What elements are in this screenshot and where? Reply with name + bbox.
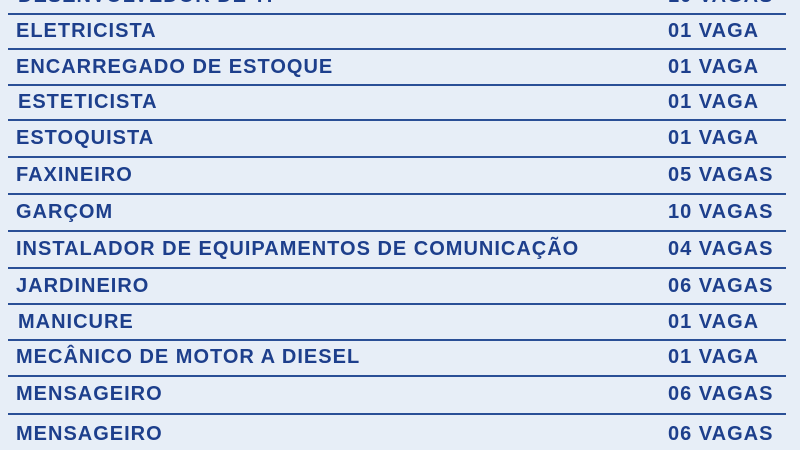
job-title: FAXINEIRO (16, 164, 133, 186)
vacancies: 01 VAGA (668, 20, 760, 42)
row-divider (8, 230, 786, 232)
job-title: INSTALADOR DE EQUIPAMENTOS DE COMUNICAÇÃ… (16, 238, 580, 260)
row-divider (8, 375, 786, 377)
vacancies: 01 VAGA (668, 56, 760, 78)
job-title: MENSAGEIRO (16, 423, 163, 445)
job-title: ESTOQUISTA (16, 127, 155, 149)
job-title: ESTETICISTA (18, 91, 158, 113)
row-divider (8, 267, 786, 269)
job-title: ELETRICISTA (16, 20, 157, 42)
vacancies: 04 VAGAS (668, 238, 774, 260)
vacancies: 06 VAGAS (668, 383, 774, 405)
job-title: MANICURE (18, 311, 134, 333)
row-divider (8, 413, 786, 415)
row-divider (8, 13, 786, 15)
row-divider (8, 193, 786, 195)
row-divider (8, 84, 786, 86)
vacancies: 01 VAGA (668, 91, 760, 113)
vacancies: 01 VAGA (668, 127, 760, 149)
vacancies: 01 VAGA (668, 346, 760, 368)
job-title: MECÂNICO DE MOTOR A DIESEL (16, 346, 361, 368)
job-title: MENSAGEIRO (16, 383, 163, 405)
row-divider (8, 48, 786, 50)
vacancies: 06 VAGAS (668, 423, 774, 445)
vacancies: 01 VAGA (668, 311, 760, 333)
vacancies: 10 VAGAS (668, 0, 773, 8)
vacancies: 06 VAGAS (668, 275, 774, 297)
vacancies: 10 VAGAS (668, 201, 774, 223)
row-divider (8, 119, 786, 121)
row-divider (8, 339, 786, 341)
job-title: JARDINEIRO (16, 275, 150, 297)
row-divider (8, 303, 786, 305)
row-divider (8, 156, 786, 158)
job-title: DESENVOLVEDOR DE TI (18, 0, 273, 8)
job-title: GARÇOM (16, 201, 114, 223)
job-title: ENCARREGADO DE ESTOQUE (16, 56, 334, 78)
vacancies: 05 VAGAS (668, 164, 774, 186)
